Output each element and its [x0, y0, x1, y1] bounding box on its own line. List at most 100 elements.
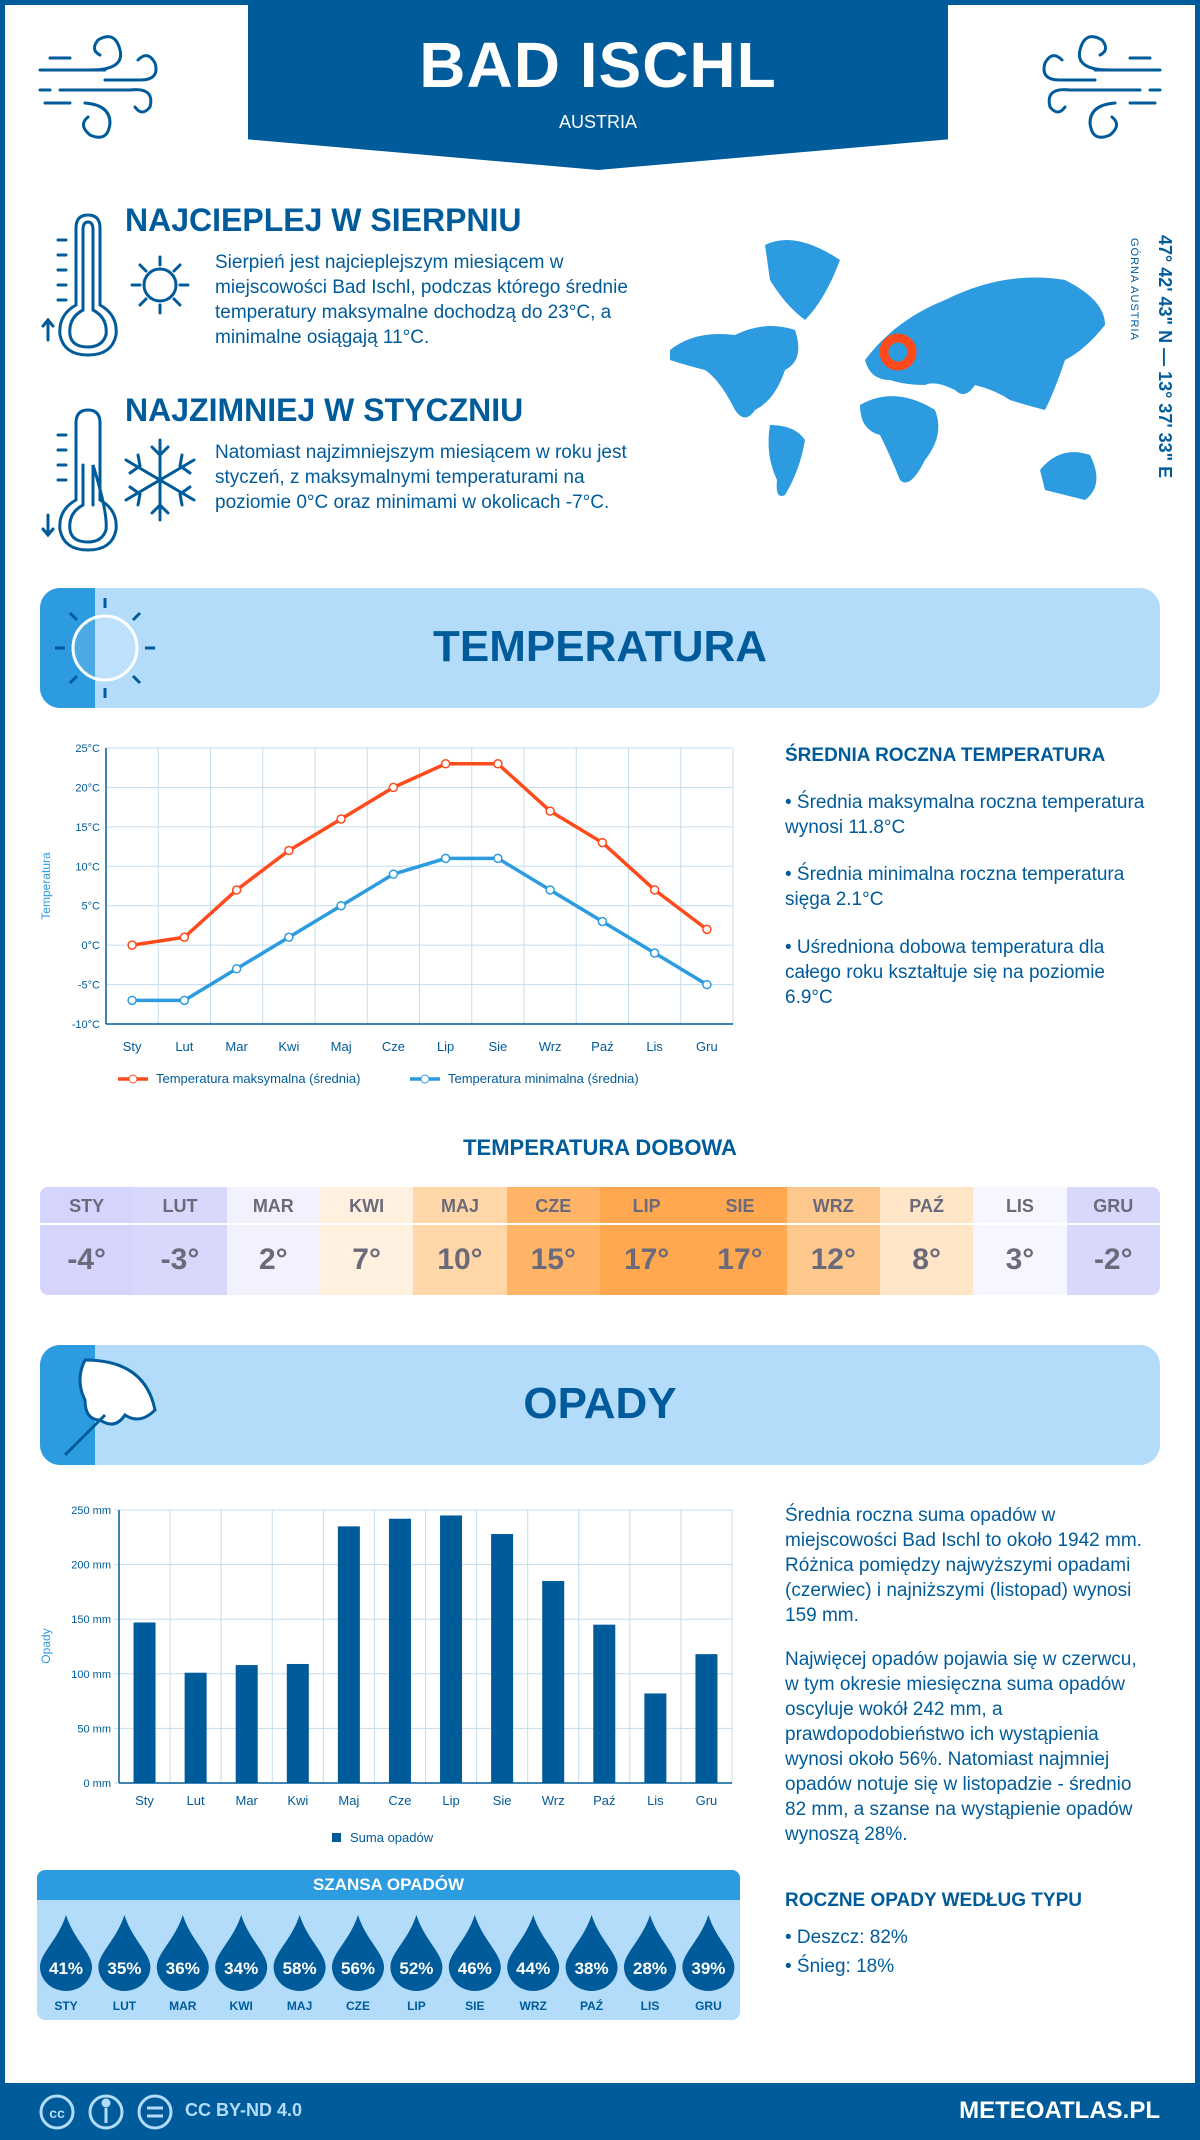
data-point: [597, 837, 608, 848]
data-point: [388, 782, 399, 793]
by-icon: [88, 2094, 124, 2130]
data-point: [231, 885, 242, 895]
daily-temp-value: 17°: [623, 1243, 670, 1276]
data-point: [127, 940, 137, 950]
daily-temp-month: SIE: [693, 1187, 787, 1225]
header-banner: [248, 0, 948, 170]
annual-temp-title: ŚREDNIA ROCZNA TEMPERATURA: [785, 745, 1106, 766]
data-point: [179, 995, 190, 1006]
daily-temp-month: CZE: [506, 1187, 600, 1225]
bar: [286, 1663, 309, 1783]
daily-temp-cell: LIS 3°: [973, 1187, 1067, 1295]
daily-temp-cell: SIE 17°: [693, 1187, 787, 1295]
bar: [491, 1534, 514, 1783]
data-point: [597, 916, 608, 927]
bar: [235, 1665, 258, 1783]
legend-swatch: [332, 1833, 341, 1842]
data-point: [649, 885, 660, 895]
daily-temp-cell: MAR 2°: [226, 1187, 320, 1295]
y-axis-title: Opady: [39, 1628, 53, 1663]
x-tick-label: Lip: [437, 1039, 454, 1054]
legend-label: Temperatura minimalna (średnia): [448, 1071, 639, 1086]
daily-temp-cell: LIP 17°: [599, 1187, 694, 1295]
x-tick-label: Wrz: [539, 1039, 562, 1054]
daily-temp-table: STY -4° LUT -3° MAR 2° KWI 7° MAJ 10° CZE 15° LIP 17°…: [40, 1187, 1160, 1295]
data-point: [336, 900, 346, 911]
y-axis-title: Temperatura: [39, 852, 53, 920]
x-tick-label: Cze: [382, 1039, 405, 1054]
bar: [133, 1622, 156, 1783]
data-point: [440, 853, 451, 864]
daily-temp-value: -4°: [67, 1243, 106, 1276]
y-tick-label: -5°C: [78, 980, 100, 992]
precip-type-snow: • Śnieg: 18%: [785, 1956, 895, 1977]
precip-banner: OPADY: [40, 1345, 1160, 1465]
legend-label: Temperatura maksymalna (średnia): [156, 1071, 360, 1086]
y-tick-label: 20°C: [75, 782, 100, 794]
daily-temp-value: 12°: [810, 1243, 856, 1276]
y-tick-label: 5°C: [82, 901, 101, 913]
nd-icon: [137, 2094, 173, 2130]
y-tick-label: -10°C: [72, 1019, 100, 1031]
data-point: [179, 932, 190, 943]
x-tick-label: Lis: [646, 1039, 663, 1054]
daily-temp-cell: STY -4°: [40, 1187, 134, 1295]
wind-icon: [1042, 35, 1162, 139]
country-label: AUSTRIA: [558, 112, 637, 132]
y-tick-label: 200 mm: [71, 1560, 111, 1572]
x-tick-label: Lut: [175, 1039, 193, 1054]
x-tick-label: Wrz: [542, 1793, 565, 1808]
daily-temp-value: 3°: [1005, 1243, 1035, 1276]
data-point: [284, 932, 294, 943]
daily-temp-cell: PAŹ 8°: [879, 1187, 974, 1295]
site-link[interactable]: METEOATLAS.PL: [959, 2097, 1160, 2124]
daily-temp-value: 15°: [530, 1243, 576, 1276]
world-map: [670, 240, 1105, 500]
legend-label: Suma opadów: [350, 1830, 434, 1845]
annual-temp-bullet: • Średnia minimalna roczna temperatura s…: [785, 864, 1125, 910]
daily-temp-cell: GRU -2°: [1066, 1187, 1160, 1295]
daily-temp-month: WRZ: [786, 1187, 880, 1225]
y-tick-label: 150 mm: [71, 1614, 111, 1626]
bar: [542, 1580, 565, 1783]
daily-temp-month: LUT: [133, 1187, 227, 1225]
x-tick-label: Gru: [696, 1793, 718, 1808]
precip-title: OPADY: [523, 1379, 677, 1428]
data-point: [649, 948, 660, 958]
thermometer-hot-icon: [41, 213, 190, 357]
x-tick-label: Maj: [338, 1793, 359, 1808]
x-tick-label: Kwi: [278, 1039, 299, 1054]
daily-temp-cell: LUT -3°: [133, 1187, 227, 1295]
wind-icon: [38, 35, 158, 139]
precip-type-rain: • Deszcz: 82%: [785, 1927, 908, 1948]
warmest-title: NAJCIEPLEJ W SIERPNIU: [125, 202, 522, 238]
license-label: CC BY-ND 4.0: [185, 2100, 303, 2120]
y-tick-label: 0°C: [82, 940, 101, 952]
x-tick-label: Paź: [593, 1793, 615, 1808]
daily-temp-month: GRU: [1066, 1187, 1160, 1225]
bar: [644, 1693, 667, 1783]
bar: [593, 1624, 616, 1783]
y-tick-label: 250 mm: [71, 1505, 111, 1517]
y-tick-label: 0 mm: [84, 1778, 112, 1790]
coldest-title: NAJZIMNIEJ W STYCZNIU: [125, 392, 524, 428]
bar: [184, 1672, 207, 1783]
svg-text:cc: cc: [49, 2105, 65, 2121]
daily-temp-cell: KWI 7°: [319, 1187, 414, 1295]
footer: cc CC BY-ND 4.0 METEOATLAS.PL: [0, 2083, 1200, 2140]
daily-temp-month: LIS: [973, 1187, 1067, 1225]
daily-temp-value: -2°: [1093, 1243, 1133, 1276]
y-tick-label: 50 mm: [77, 1723, 111, 1735]
daily-temp-cell: CZE 15°: [506, 1187, 600, 1295]
series-line: [131, 762, 708, 947]
daily-temp-title: TEMPERATURA DOBOWA: [463, 1135, 737, 1160]
daily-temp-value: 7°: [352, 1243, 381, 1276]
location-marker: [879, 333, 917, 371]
coordinates: 47° 42' 43" N — 13° 37' 33" E: [1155, 235, 1175, 479]
precip-chance-panel: SZANSA OPADÓW: [37, 1870, 740, 2020]
data-point: [336, 814, 346, 824]
daily-temp-value: -3°: [160, 1243, 200, 1276]
cc-license-icons: cc: [39, 2094, 173, 2130]
daily-temp-value: 2°: [258, 1243, 288, 1276]
data-point: [440, 759, 451, 769]
